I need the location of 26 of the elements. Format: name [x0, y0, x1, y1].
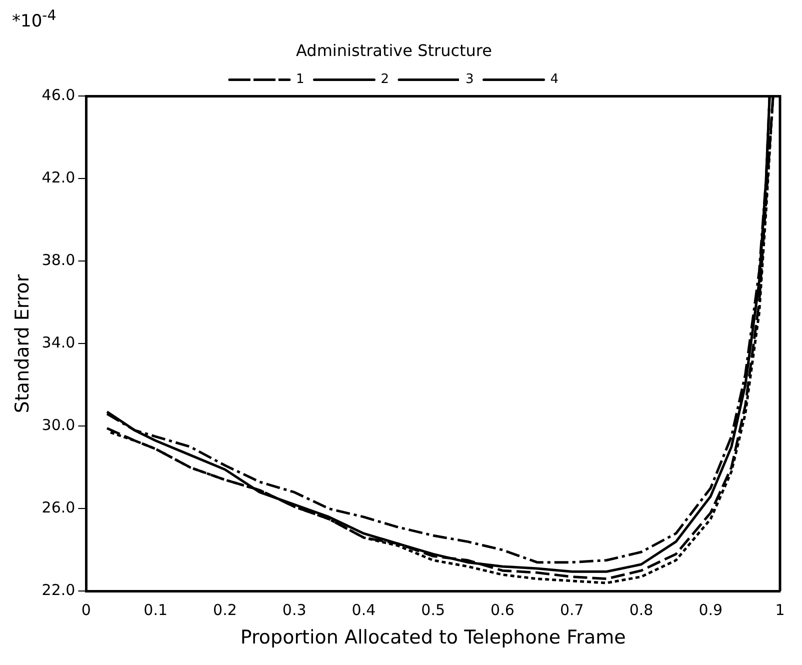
text: *10$^{-4}$ [12, 8, 56, 32]
x-tick-label: 0.7 [560, 601, 584, 620]
x-tick-label: 0.9 [698, 601, 723, 620]
y-axis-title: Standard Error [11, 274, 34, 414]
legend-label: 2 [380, 72, 390, 88]
legend-label: 4 [550, 72, 559, 88]
y-tick-label: 42.0 [42, 168, 76, 187]
legend-label: 1 [296, 72, 304, 88]
y-tick-label: 34.0 [42, 334, 76, 352]
y-tick-label: 30.0 [42, 416, 76, 434]
x-tick-label: 0.1 [144, 601, 168, 620]
x-tick-label: 0.8 [629, 601, 654, 620]
y-tick-label: 26.0 [42, 498, 76, 517]
y-tick-label: 38.0 [42, 251, 76, 270]
y-tick-label: 46.0 [42, 86, 76, 104]
x-tick-label: 1 [775, 601, 785, 620]
x-tick-label: 0.5 [421, 601, 446, 620]
x-tick-label: 0 [81, 601, 91, 620]
legend-title: Administrative Structure [296, 41, 492, 60]
x-tick-label: 0.6 [490, 601, 514, 620]
legend-label: 3 [466, 72, 474, 88]
x-axis-title: Proportion Allocated to Telephone Frame [240, 626, 626, 649]
x-tick-label: 0.4 [352, 601, 376, 620]
x-tick-label: 0.2 [213, 601, 237, 620]
x-tick-label: 0.3 [282, 601, 306, 620]
y-tick-label: 22.0 [42, 581, 76, 600]
